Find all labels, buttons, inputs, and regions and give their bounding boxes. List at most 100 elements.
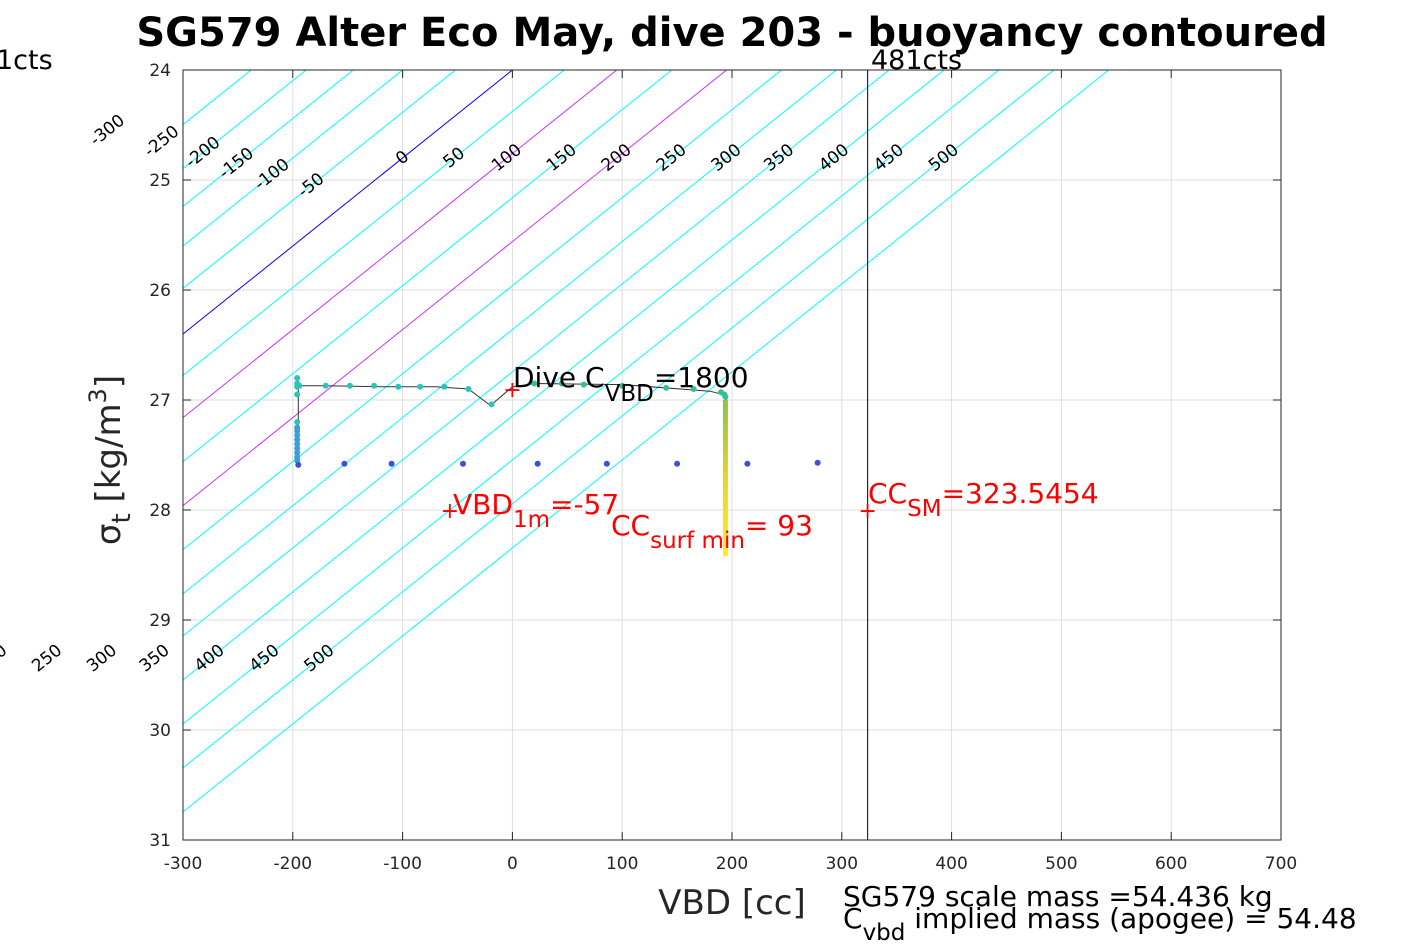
y-tick-label: 30 <box>149 721 171 741</box>
x-tick-label: -200 <box>274 854 313 874</box>
implied-mass-pre: C <box>843 902 863 935</box>
data-point <box>459 460 466 467</box>
data-point <box>619 382 626 389</box>
vbd1m-pre: VBD <box>453 488 513 521</box>
contour-line <box>183 70 1110 813</box>
contour-line <box>183 70 1000 725</box>
ccsm-pre: CC <box>868 477 907 510</box>
data-point <box>690 386 697 392</box>
data-point <box>441 383 448 390</box>
x-tick-label: 100 <box>606 854 638 874</box>
x-tick-label: 400 <box>935 854 967 874</box>
x-tick-label: -100 <box>383 854 422 874</box>
y-tick-label: 27 <box>149 391 171 411</box>
data-point <box>296 382 303 389</box>
contour-line <box>183 70 945 681</box>
data-point <box>603 460 610 467</box>
vbd1m-post: =-57 <box>550 488 619 521</box>
data-point <box>322 382 329 389</box>
ccsurf-pre: CC <box>611 509 650 542</box>
data-point <box>395 383 402 390</box>
data-point <box>294 391 301 398</box>
x-tick-label: 600 <box>1155 854 1187 874</box>
data-point <box>294 375 301 381</box>
contour-line <box>183 70 838 595</box>
y-tick-label: 25 <box>149 171 171 191</box>
contour-value-label: 350 <box>136 641 174 677</box>
contour-value-label: 250 <box>28 641 66 677</box>
y-tick-label: 26 <box>149 281 171 301</box>
data-point <box>663 384 670 391</box>
y-label-sub: t <box>107 513 137 523</box>
right-cts-label: 481cts <box>871 45 962 76</box>
ccsurf-post: = 93 <box>745 509 813 542</box>
contour-line <box>183 70 404 247</box>
y-tick-label: 24 <box>149 61 171 81</box>
data-point <box>371 382 378 389</box>
x-axis-label: VBD [cc] <box>658 883 806 923</box>
surface-gradient-bar <box>722 400 728 557</box>
data-point <box>580 381 587 388</box>
dive-profile <box>294 375 821 557</box>
x-ticks: -300 -200 -100 0 100 200 300 400 500 600 700 <box>164 70 1297 874</box>
contour-line <box>183 70 890 637</box>
data-point <box>294 424 301 431</box>
y-tick-label: 28 <box>149 501 171 521</box>
y-tick-label: 31 <box>149 831 171 851</box>
contour-line <box>183 70 307 170</box>
data-point <box>294 454 301 461</box>
data-point <box>294 419 301 425</box>
y-ticks: 24 25 26 27 28 29 30 31 <box>149 61 1281 851</box>
dive-cvbd-post: =1800 <box>654 361 749 394</box>
data-point <box>388 460 395 467</box>
contour-line <box>183 70 565 377</box>
x-tick-label: 500 <box>1045 854 1077 874</box>
left-cts-label: 1cts <box>0 45 53 76</box>
ccsurf-annotation: CCsurf min= 93 <box>611 509 813 554</box>
data-point <box>465 386 472 392</box>
x-tick-label: 300 <box>826 854 858 874</box>
contour-value-label: -250 <box>141 122 184 162</box>
contour-value-label: 300 <box>83 641 121 677</box>
contour-line <box>183 70 354 208</box>
contour-line <box>183 70 618 419</box>
data-point <box>294 449 301 456</box>
y-label-unit-close: ] <box>89 375 129 388</box>
data-point <box>346 382 353 389</box>
data-point <box>294 432 301 439</box>
implied-mass-post: implied mass (apogee) = 54.48 <box>905 902 1356 935</box>
markers: + + + <box>441 378 877 524</box>
ccsm-annotation: CCSM=323.5454 <box>868 477 1099 522</box>
data-point <box>722 393 729 400</box>
contour-line <box>183 70 514 335</box>
contour-line <box>183 70 728 507</box>
data-point <box>534 460 541 467</box>
contour-line <box>183 70 673 463</box>
dive-cvbd-sub: VBD <box>605 381 654 407</box>
x-tick-label: 700 <box>1265 854 1297 874</box>
data-point <box>294 445 301 452</box>
data-point <box>417 383 424 390</box>
x-tick-label: -300 <box>164 854 203 874</box>
data-point <box>341 460 348 467</box>
implied-mass-annotation: Cvbd implied mass (apogee) = 54.48 <box>843 902 1357 945</box>
scale-mass-annotation: SG579 scale mass =54.436 kg <box>843 880 1273 913</box>
x-tick-label: 0 <box>507 854 518 874</box>
contour-line <box>183 70 1055 769</box>
data-point <box>531 380 538 387</box>
ccsurf-sub: surf min <box>650 528 745 554</box>
ccsm-post: =323.5454 <box>942 477 1099 510</box>
y-axis-label: σt [kg/m3] <box>84 375 137 545</box>
y-tick-label: 29 <box>149 611 171 631</box>
chart-title: SG579 Alter Eco May, dive 203 - buoyancy… <box>136 10 1327 56</box>
data-point <box>294 441 301 447</box>
y-label-unit: [kg/m <box>89 403 129 513</box>
dive-cvbd-annotation: Dive CVBD=1800 <box>513 361 749 407</box>
data-point <box>488 401 495 408</box>
plus-marker: + <box>441 499 459 524</box>
vbd1m-annotation: VBD1m=-57 <box>453 488 619 533</box>
data-point <box>295 461 302 468</box>
buoyancy-contours <box>183 70 1110 813</box>
data-point <box>674 460 681 467</box>
